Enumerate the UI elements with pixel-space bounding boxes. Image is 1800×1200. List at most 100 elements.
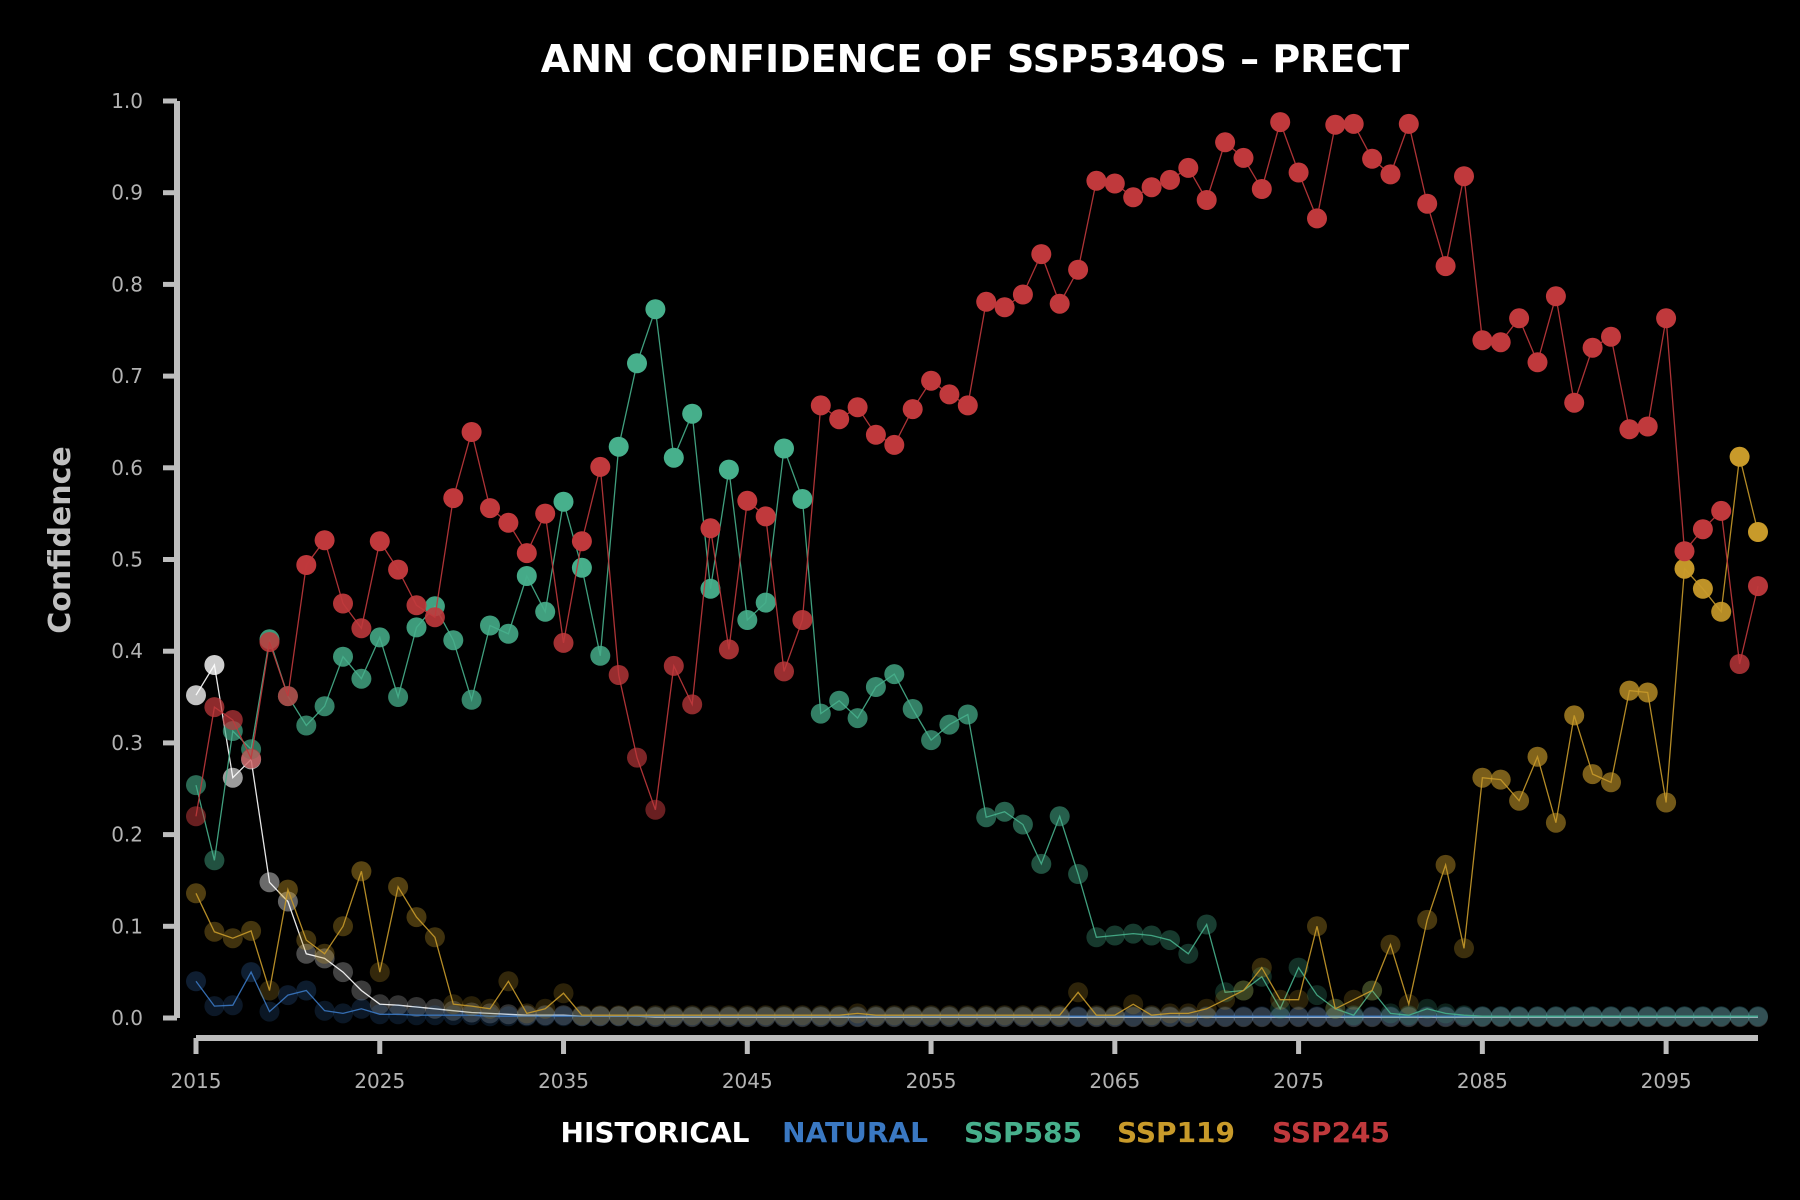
data-point-ssp245 [1454,166,1474,187]
data-point-ssp245 [1343,113,1364,134]
data-point-ssp585 [1711,1006,1732,1027]
data-point-natural [498,1006,519,1027]
data-point-ssp245 [1160,169,1180,190]
x-tick-label: 2055 [906,1069,957,1093]
data-point-ssp245 [1104,173,1125,194]
y-tick-label: 1.0 [111,89,143,113]
data-point-ssp119 [553,983,574,1004]
data-point-ssp245 [1325,114,1346,135]
data-point-natural [700,1006,721,1027]
legend-entry-ssp119: SSP119 [1117,1116,1235,1149]
chart-title: ANN CONFIDENCE OF SSP534OS – PRECT [541,37,1409,81]
data-point-ssp245 [1233,147,1254,168]
data-point-ssp245 [222,710,243,730]
data-point-historical [1068,1007,1089,1028]
data-point-historical [277,891,298,912]
data-point-ssp245 [333,593,353,614]
data-point-ssp245 [1123,187,1144,208]
data-point-natural [222,995,243,1016]
data-point-ssp119 [296,930,317,951]
data-point-natural [259,1001,280,1022]
data-point-ssp585 [571,557,592,578]
data-point-historical [1417,1007,1438,1028]
data-point-ssp585 [1509,1006,1530,1027]
data-point-natural [461,1005,482,1026]
data-point-historical [1288,1007,1309,1028]
series-ssp245 [186,112,1768,827]
data-point-ssp119 [1509,790,1530,811]
data-point-historical [1509,1007,1530,1028]
data-point-ssp585 [884,664,905,685]
data-point-ssp119 [1178,1003,1199,1024]
data-point-historical [1490,1007,1511,1028]
data-point-ssp585 [902,699,923,719]
data-point-ssp245 [829,409,850,430]
data-point-ssp119 [1398,994,1419,1015]
data-point-natural [241,962,262,983]
data-point-historical [1729,1007,1750,1028]
data-point-historical [792,1007,813,1028]
data-point-historical [939,1007,960,1028]
data-point-ssp585 [645,299,666,320]
data-point-ssp585 [388,687,409,707]
data-point-historical [700,1007,721,1028]
data-point-ssp119 [1711,601,1732,622]
data-point-ssp119 [516,1003,537,1024]
data-point-natural [921,1006,942,1027]
y-tick-label: 0.3 [111,731,143,755]
data-point-historical [847,1007,868,1028]
data-point-natural [1196,1006,1217,1027]
data-point-ssp119 [1582,764,1603,785]
data-point-ssp585 [1674,1006,1695,1027]
y-tick-label: 0.1 [111,914,143,938]
data-point-natural [1160,1006,1180,1027]
data-point-ssp585 [1692,1006,1713,1027]
data-point-natural [1380,1006,1401,1027]
data-point-natural [939,1006,960,1027]
data-point-historical [186,685,206,706]
data-point-ssp585 [443,630,464,651]
data-point-historical [1454,1007,1474,1028]
data-point-ssp245 [1417,193,1438,214]
data-point-historical [1380,1007,1401,1028]
data-point-ssp245 [1472,330,1493,351]
data-point-ssp585 [406,617,427,638]
data-point-ssp585 [1049,806,1070,827]
data-point-ssp245 [443,488,464,509]
data-point-historical [1637,1007,1658,1028]
data-point-ssp245 [535,503,556,524]
data-point-ssp585 [1343,1005,1364,1026]
data-point-ssp119 [461,996,482,1017]
data-point-natural [884,1006,905,1027]
data-point-ssp119 [1729,446,1750,467]
data-point-ssp119 [1233,980,1254,1001]
data-point-ssp119 [1454,938,1474,959]
data-point-ssp119 [847,1003,868,1024]
data-point-natural [755,1006,776,1027]
data-point-historical [774,1007,794,1028]
data-point-natural [1049,1006,1070,1027]
data-point-ssp245 [1068,259,1089,280]
data-point-ssp245 [1564,392,1585,413]
y-axis-label: Confidence [43,446,78,634]
data-point-ssp585 [1435,1003,1456,1024]
data-point-ssp245 [718,639,739,660]
data-point-ssp119 [222,928,243,949]
data-point-historical [1307,1007,1327,1028]
data-point-ssp119 [645,1005,666,1026]
y-tick-label: 0.6 [111,456,143,480]
data-point-ssp119 [700,1005,721,1026]
data-point-ssp119 [1049,1005,1070,1026]
data-point-ssp119 [1012,1005,1033,1026]
data-point-ssp245 [847,397,868,418]
y-tick-label: 0.9 [111,181,143,205]
data-point-ssp119 [1564,705,1585,726]
data-point-natural [1068,1006,1089,1027]
data-point-historical [829,1007,850,1028]
data-point-ssp585 [204,850,225,871]
data-point-ssp585 [1288,957,1309,978]
data-point-ssp119 [1251,957,1272,978]
x-tick-label: 2025 [354,1069,405,1093]
data-point-natural [1141,1006,1162,1027]
data-point-ssp245 [424,607,445,628]
